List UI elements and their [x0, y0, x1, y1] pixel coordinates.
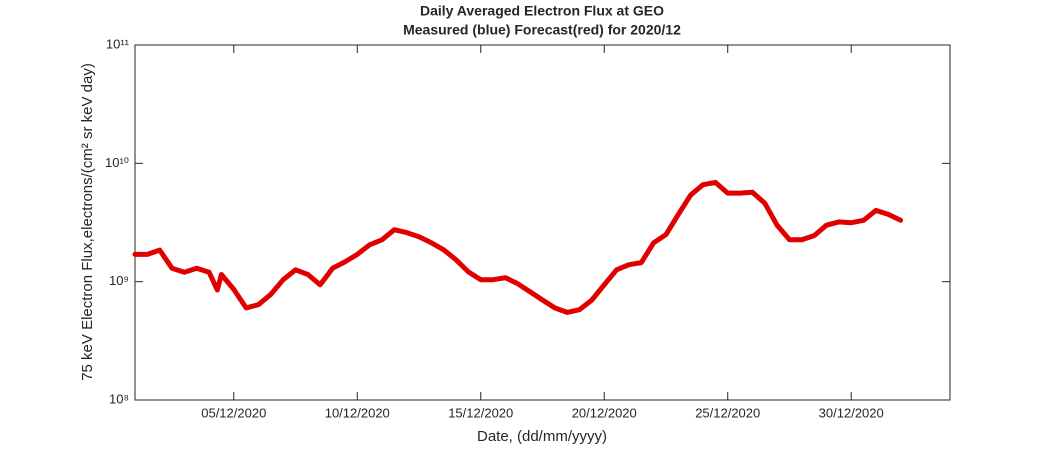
x-tick-label: 20/12/2020 [572, 405, 637, 420]
y-axis-label: 75 keV Electron Flux,electrons/(cm² sr k… [79, 63, 96, 381]
x-tick-label: 05/12/2020 [201, 405, 266, 420]
chart-title: Daily Averaged Electron Flux at GEO [420, 3, 664, 19]
x-axis-label: Date, (dd/mm/yyyy) [477, 428, 607, 445]
y-tick-label: 10¹⁰ [105, 155, 129, 170]
x-tick-label: 15/12/2020 [448, 405, 513, 420]
y-tick-label: 10⁹ [109, 273, 129, 288]
x-tick-label: 25/12/2020 [695, 405, 760, 420]
x-tick-label: 10/12/2020 [325, 405, 390, 420]
chart-subtitle: Measured (blue) Forecast(red) for 2020/1… [403, 22, 681, 38]
plot-frame [134, 44, 951, 401]
series-line [132, 179, 904, 315]
y-tick-label: 10¹¹ [106, 36, 130, 51]
x-tick-label: 30/12/2020 [819, 405, 884, 420]
y-tick-label: 10⁸ [109, 391, 129, 406]
